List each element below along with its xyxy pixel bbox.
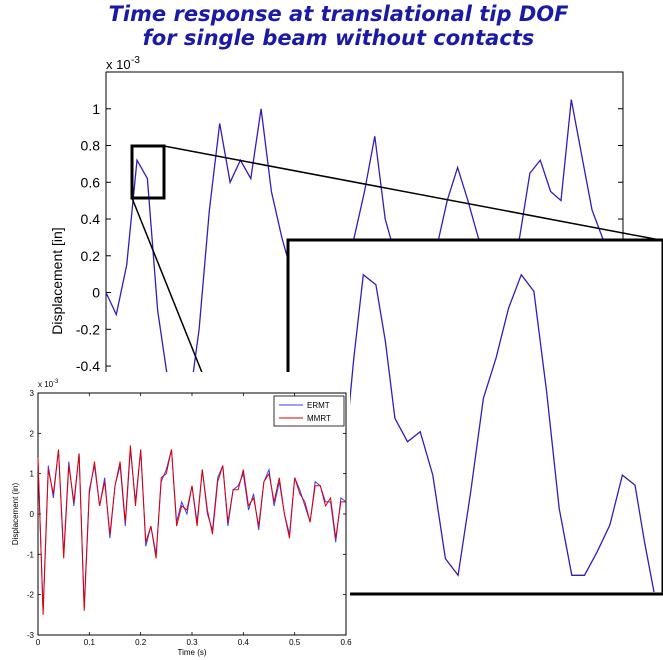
comparison-x-tick-label: 0.6 — [340, 638, 352, 647]
comparison-y-tick-label: 1 — [30, 470, 35, 479]
comparison-chart: -3 -2 -1 0 1 2 3 0 0.1 0.2 0.3 0.4 0.5 0.6 x 10 -3 D… — [0, 372, 352, 660]
zoom-inset — [286, 238, 663, 596]
legend-mmrt-label: MMRT — [307, 414, 331, 423]
comparison-x-tick-label: 0.4 — [238, 638, 250, 647]
comparison-legend: ERMT MMRT — [273, 395, 345, 427]
zoom-connector-bottom — [131, 197, 216, 406]
legend-ermt-label: ERMT — [307, 401, 330, 410]
chart-title: Time response at translational tip DOF f… — [0, 2, 663, 50]
legend-box — [273, 395, 345, 427]
comparison-y-exponent-base: x 10 — [38, 380, 54, 389]
comparison-y-ticks: -3 -2 -1 0 1 2 3 — [27, 389, 346, 640]
zoom-inset-frame — [286, 238, 663, 596]
comparison-y-axis-label: Displacement (in) — [11, 483, 20, 546]
comparison-y-exponent-power: -3 — [53, 379, 59, 385]
comparison-y-tick-label: -1 — [27, 550, 35, 559]
main-y-exponent-base: x 10 — [106, 57, 131, 72]
main-y-tick-label: -0.2 — [76, 321, 100, 337]
comparison-y-tick-label: 2 — [30, 429, 35, 438]
main-y-tick-label: 0 — [92, 285, 100, 301]
comparison-x-tick-label: 0.2 — [135, 638, 147, 647]
zoom-selection-box — [130, 144, 166, 200]
main-y-tick-label: 0.8 — [81, 138, 101, 154]
comparison-y-tick-label: 0 — [30, 510, 35, 519]
main-y-exponent-power: -3 — [131, 55, 140, 66]
comparison-series-mmrt — [37, 445, 346, 615]
chart-title-line-1: Time response at translational tip DOF — [108, 2, 569, 26]
comparison-x-tick-label: 0 — [36, 638, 41, 647]
comparison-y-tick-label: -2 — [27, 591, 35, 600]
main-y-tick-label: 1 — [92, 101, 100, 117]
main-y-tick-label: 0.6 — [81, 174, 101, 190]
main-y-tick-label: 0.2 — [81, 248, 101, 264]
comparison-x-ticks: 0 0.1 0.2 0.3 0.4 0.5 0.6 — [36, 393, 352, 647]
zoom-connector-top — [163, 145, 661, 241]
chart-title-line-2: for single beam without contacts — [142, 26, 535, 50]
comparison-y-tick-label: 3 — [30, 389, 35, 398]
comparison-x-axis-label: Time (s) — [177, 648, 206, 657]
comparison-x-tick-label: 0.3 — [186, 638, 198, 647]
zoom-series-line — [337, 273, 655, 593]
comparison-x-tick-label: 0.1 — [84, 638, 96, 647]
main-y-axis-label: Displacement [in] — [49, 227, 65, 334]
main-y-tick-label: -0.4 — [76, 358, 100, 374]
comparison-y-tick-label: -3 — [27, 631, 35, 640]
comparison-x-tick-label: 0.5 — [289, 638, 301, 647]
main-y-tick-label: 0.4 — [81, 211, 101, 227]
